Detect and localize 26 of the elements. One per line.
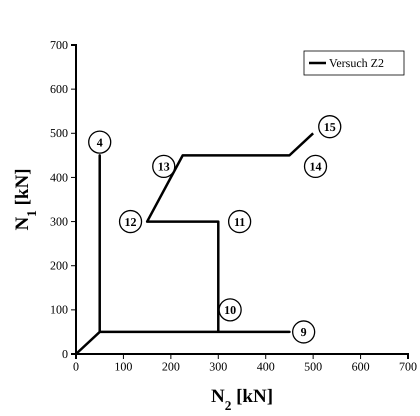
y-tick-label: 700 <box>50 38 68 52</box>
annotation: 14 <box>310 160 322 174</box>
y-tick-label: 600 <box>50 82 68 96</box>
x-tick-label: 200 <box>162 360 180 374</box>
annotation: 11 <box>234 214 246 229</box>
y-tick-label: 200 <box>50 258 68 273</box>
x-tick-label: 700 <box>399 360 417 374</box>
annotation: 9 <box>300 325 307 340</box>
annotation: 4 <box>96 135 103 150</box>
y-tick-label: 100 <box>50 302 68 317</box>
annotation: 13 <box>158 160 170 174</box>
x-tick-label: 300 <box>209 360 228 374</box>
y-tick-label: 400 <box>50 170 68 184</box>
x-tick-label: 400 <box>256 360 275 374</box>
annotation: 15 <box>324 120 336 134</box>
x-tick-label: 500 <box>304 360 322 374</box>
x-axis-title: N$_{2}$ [kN] <box>210 386 274 412</box>
annotation: 10 <box>224 303 236 318</box>
x-tick-label: 100 <box>114 360 132 374</box>
annotation: 12 <box>124 214 137 229</box>
y-tick-label: 300 <box>50 214 68 228</box>
x-tick-label: 0 <box>73 360 79 374</box>
x-tick-label: 600 <box>352 360 370 374</box>
y-tick-label: 0 <box>62 346 68 361</box>
legend-label: Versuch Z2 <box>329 56 384 70</box>
y-tick-label: 500 <box>50 126 68 140</box>
